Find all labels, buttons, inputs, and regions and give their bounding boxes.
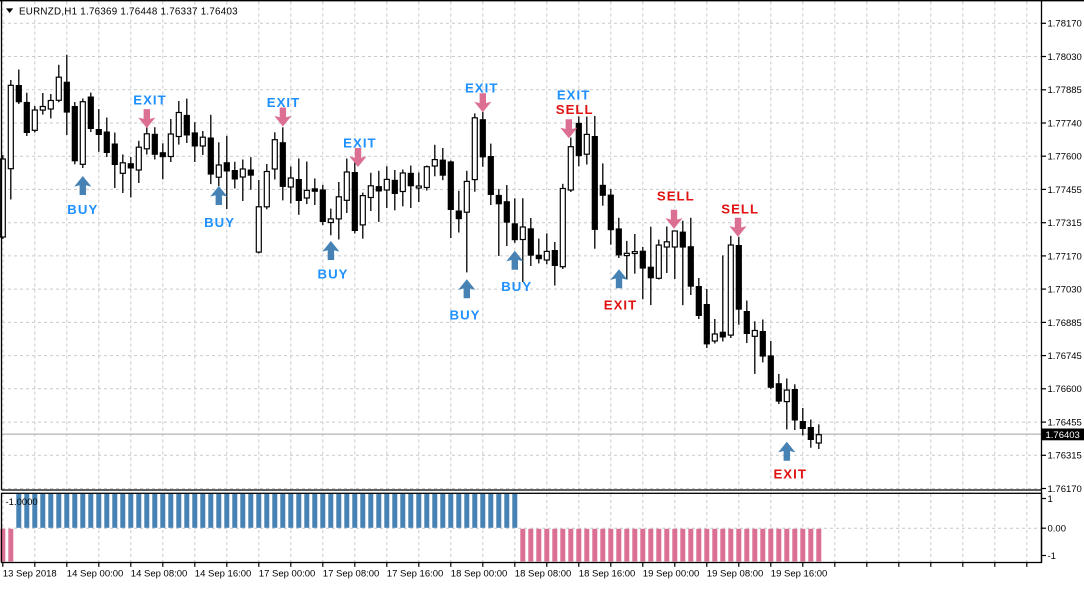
- svg-text:17 Sep 16:00: 17 Sep 16:00: [387, 569, 444, 580]
- svg-text:1.77030: 1.77030: [1048, 285, 1082, 296]
- svg-text:1.77170: 1.77170: [1048, 251, 1082, 262]
- svg-text:17 Sep 00:00: 17 Sep 00:00: [259, 569, 316, 580]
- svg-text:14 Sep 08:00: 14 Sep 08:00: [131, 569, 188, 580]
- svg-text:0.00: 0.00: [1048, 524, 1067, 535]
- svg-text:14 Sep 16:00: 14 Sep 16:00: [195, 569, 252, 580]
- svg-text:1.76885: 1.76885: [1048, 318, 1082, 329]
- svg-text:1.76403: 1.76403: [1046, 430, 1080, 441]
- svg-text:1.76745: 1.76745: [1048, 351, 1082, 362]
- svg-text:18 Sep 08:00: 18 Sep 08:00: [515, 569, 572, 580]
- svg-text:1.78030: 1.78030: [1048, 52, 1082, 63]
- svg-text:EXIT: EXIT: [773, 466, 807, 481]
- svg-text:1: 1: [1048, 494, 1053, 505]
- svg-text:EURNZD,H1 1.76369 1.76448 1.7: EURNZD,H1 1.76369 1.76448 1.76337 1.7640…: [19, 7, 238, 18]
- svg-text:1.78170: 1.78170: [1048, 19, 1082, 30]
- svg-text:-1: -1: [1048, 551, 1056, 562]
- svg-text:1.77885: 1.77885: [1048, 85, 1082, 96]
- svg-text:17 Sep 08:00: 17 Sep 08:00: [323, 569, 380, 580]
- svg-text:EXIT: EXIT: [557, 87, 591, 102]
- svg-text:EXIT: EXIT: [133, 93, 167, 108]
- svg-text:13 Sep 2018: 13 Sep 2018: [3, 569, 57, 580]
- svg-text:1.77315: 1.77315: [1048, 218, 1082, 229]
- svg-text:1.76455: 1.76455: [1048, 418, 1082, 429]
- svg-text:BUY: BUY: [501, 279, 532, 294]
- svg-text:1.77600: 1.77600: [1048, 152, 1082, 163]
- svg-text:19 Sep 16:00: 19 Sep 16:00: [771, 569, 828, 580]
- svg-text:1.76600: 1.76600: [1048, 384, 1082, 395]
- svg-text:BUY: BUY: [204, 215, 235, 230]
- svg-text:19 Sep 00:00: 19 Sep 00:00: [643, 569, 700, 580]
- svg-text:18 Sep 00:00: 18 Sep 00:00: [451, 569, 508, 580]
- svg-text:1.76315: 1.76315: [1048, 451, 1082, 462]
- svg-text:1.77455: 1.77455: [1048, 185, 1082, 196]
- svg-text:14 Sep 00:00: 14 Sep 00:00: [67, 569, 124, 580]
- svg-text:18 Sep 16:00: 18 Sep 16:00: [579, 569, 636, 580]
- svg-text:-1.0000: -1.0000: [6, 497, 38, 508]
- svg-text:SELL: SELL: [721, 202, 759, 217]
- svg-text:1.77740: 1.77740: [1048, 118, 1082, 129]
- svg-text:BUY: BUY: [450, 307, 481, 322]
- svg-text:EXIT: EXIT: [343, 135, 377, 150]
- svg-text:BUY: BUY: [67, 202, 98, 217]
- svg-text:EXIT: EXIT: [267, 95, 301, 110]
- svg-text:EXIT: EXIT: [465, 81, 499, 96]
- svg-text:EXIT: EXIT: [604, 298, 638, 313]
- svg-text:BUY: BUY: [318, 267, 349, 282]
- svg-text:SELL: SELL: [556, 102, 594, 117]
- svg-text:SELL: SELL: [657, 188, 695, 203]
- svg-text:19 Sep 08:00: 19 Sep 08:00: [707, 569, 764, 580]
